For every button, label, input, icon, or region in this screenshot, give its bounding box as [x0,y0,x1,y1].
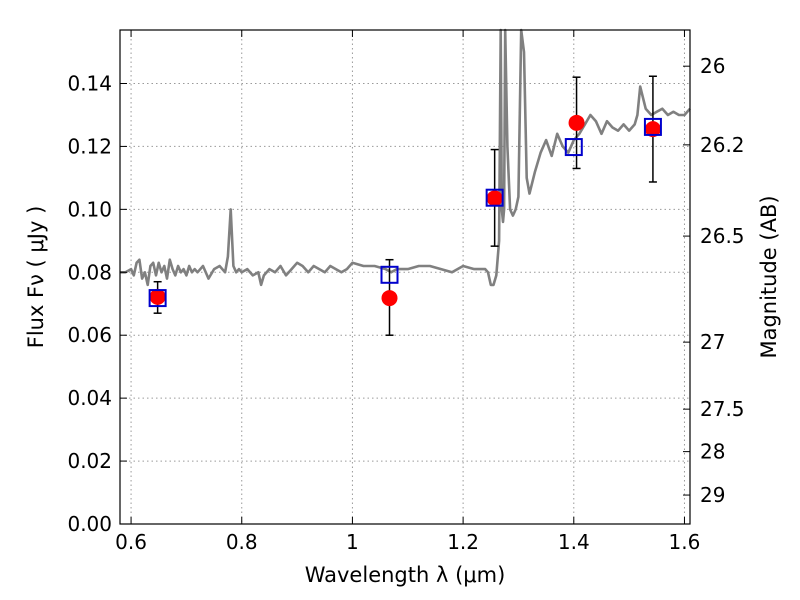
axis-ticks [120,30,690,525]
right-tick-label: 27.5 [700,397,745,421]
observed-point [486,190,503,207]
right-tick-label: 29 [700,483,725,507]
right-tick-label: 26.2 [700,133,745,157]
observed-point [149,288,166,305]
model-points [148,117,662,308]
model-point [643,117,662,136]
x-tick-label: 1 [346,530,359,554]
y-tick-label: 0.12 [67,134,112,158]
x-tick-label: 0.8 [226,530,258,554]
right-tick-label: 28 [700,440,725,464]
error-bars [153,75,657,336]
y-tick-label: 0.10 [67,197,112,221]
right-tick-label: 26 [700,54,725,78]
model-spectrum [120,28,691,287]
spectrum-line [120,28,691,287]
x-tick-label: 0.6 [115,530,147,554]
observed-point [644,121,661,138]
y-tick-label: 0.04 [67,386,112,410]
x-tick-label: 1.4 [558,530,590,554]
plot-frame [119,29,691,525]
observed-points [149,114,661,307]
model-point [485,188,504,207]
right-tick-label: 26.5 [700,224,745,248]
y-axis-label: Flux Fν ( μJy ) [24,206,48,349]
x-tick-label: 1.6 [669,530,701,554]
x-axis-label: Wavelength λ (μm) [305,563,506,587]
y-tick-labels: 0.00 0.02 0.04 0.06 0.08 0.10 0.12 0.14 [67,71,112,536]
x-tick-labels: 0.6 0.8 1 1.2 1.4 1.6 [115,530,700,554]
right-axis-label: Magnitude (AB) [757,195,781,358]
y-tick-label: 0.02 [67,449,112,473]
x-tick-label: 1.2 [447,530,479,554]
y-tick-label: 0.08 [67,260,112,284]
observed-point [568,114,585,131]
model-point [148,289,167,308]
grid-lines [120,30,690,525]
y-tick-label: 0.06 [67,323,112,347]
right-tick-labels: 26 26.2 26.5 27 27.5 28 29 [700,54,745,507]
model-point [380,265,399,284]
observed-point [381,290,398,307]
y-tick-label: 0.14 [67,71,112,95]
right-tick-label: 27 [700,330,725,354]
y-tick-label: 0.00 [67,512,112,536]
model-point [564,138,583,157]
